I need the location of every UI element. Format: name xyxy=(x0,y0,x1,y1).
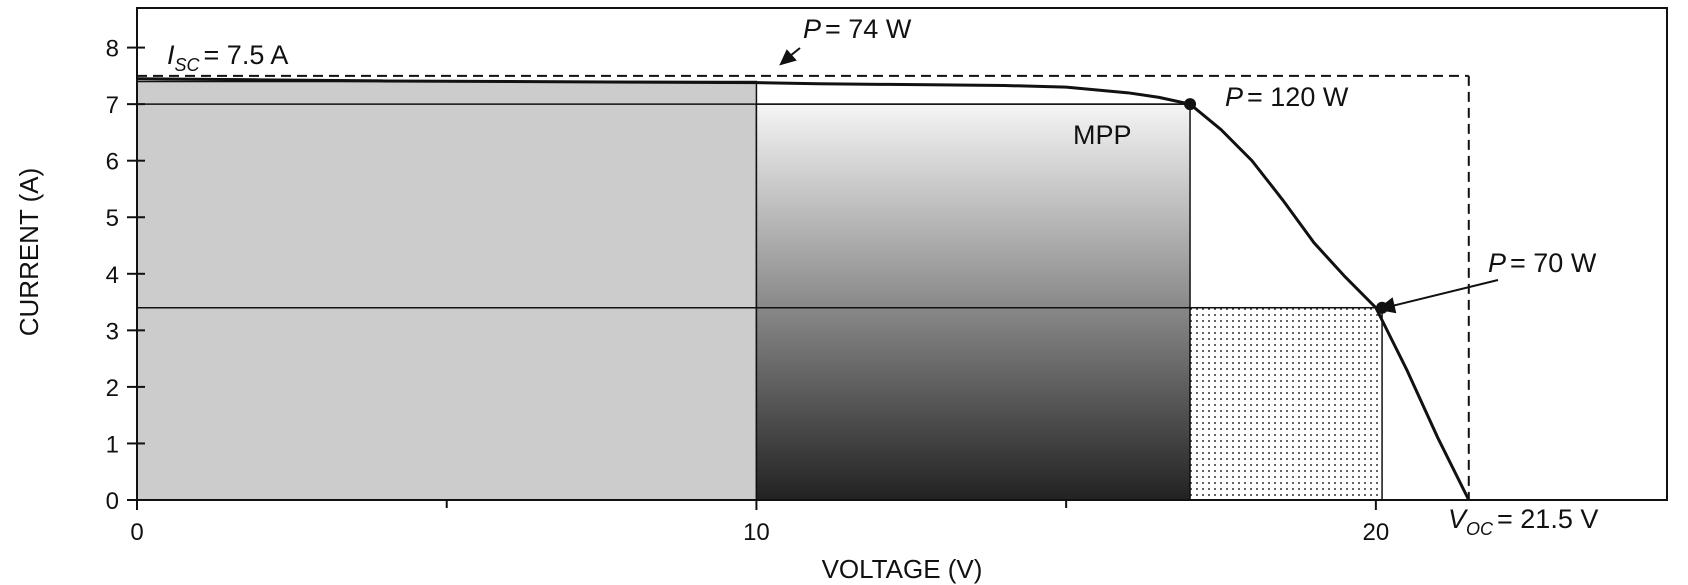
y-tick-label-5: 5 xyxy=(106,205,119,232)
x-tick-label-0: 0 xyxy=(130,519,143,546)
iv-curve-layer xyxy=(136,77,1471,501)
power-rect-1 xyxy=(755,103,1191,501)
power-label-74w-value: = 74 W xyxy=(825,14,912,44)
arrow-74w xyxy=(779,47,801,66)
power-label-70w-value: = 70 W xyxy=(1510,248,1597,278)
power-label-120w-value: = 120 W xyxy=(1247,82,1349,112)
voc-value: = 21.5 V xyxy=(1497,504,1598,534)
voc-annotation: VOC = 21.5 V xyxy=(1448,504,1598,539)
power-rectangles xyxy=(136,80,1383,501)
power-label-120w-symbol: P xyxy=(1225,82,1243,112)
power-label-70w: P = 70 W xyxy=(1488,248,1597,278)
isc-symbol: I xyxy=(167,40,175,70)
y-tick-label-8: 8 xyxy=(106,36,119,63)
x-tick-label-10: 10 xyxy=(743,519,770,546)
y-tick-label-7: 7 xyxy=(106,92,119,119)
operating-point-1 xyxy=(1184,98,1197,111)
isc-value: = 7.5 A xyxy=(204,40,289,70)
isc-annotation: ISC = 7.5 A xyxy=(167,40,288,75)
power-label-70w-symbol: P xyxy=(1488,248,1506,278)
y-tick-label-2: 2 xyxy=(106,375,119,402)
arrow-70w xyxy=(1376,279,1499,314)
iv-curve-line xyxy=(136,77,1471,501)
power-label-74w-symbol: P xyxy=(803,14,821,44)
plot-border xyxy=(136,7,1668,501)
y-tick-label-6: 6 xyxy=(106,149,119,176)
y-tick-label-4: 4 xyxy=(106,262,119,289)
y-tick-label-1: 1 xyxy=(106,431,119,458)
y-tick-label-0: 0 xyxy=(106,488,119,515)
isc-subscript: SC xyxy=(175,55,201,75)
power-rect-0 xyxy=(136,80,758,501)
y-axis-label: CURRENT (A) xyxy=(14,168,44,337)
power-rect-2 xyxy=(1189,306,1383,501)
x-tick-label-20: 20 xyxy=(1363,519,1390,546)
x-axis-label: VOLTAGE (V) xyxy=(822,554,983,584)
mpp-label: MPP xyxy=(1073,120,1132,150)
voc-subscript: OC xyxy=(1466,519,1494,539)
power-label-120w: P = 120 W xyxy=(1225,82,1349,112)
y-tick-label-3: 3 xyxy=(106,318,119,345)
axis-ticks: 0 1 2 3 4 5 6 7 8 0 10 20 xyxy=(106,36,1390,546)
power-label-74w: P = 74 W xyxy=(803,14,912,44)
plot-frame xyxy=(136,7,1668,501)
voc-symbol: V xyxy=(1448,504,1469,534)
